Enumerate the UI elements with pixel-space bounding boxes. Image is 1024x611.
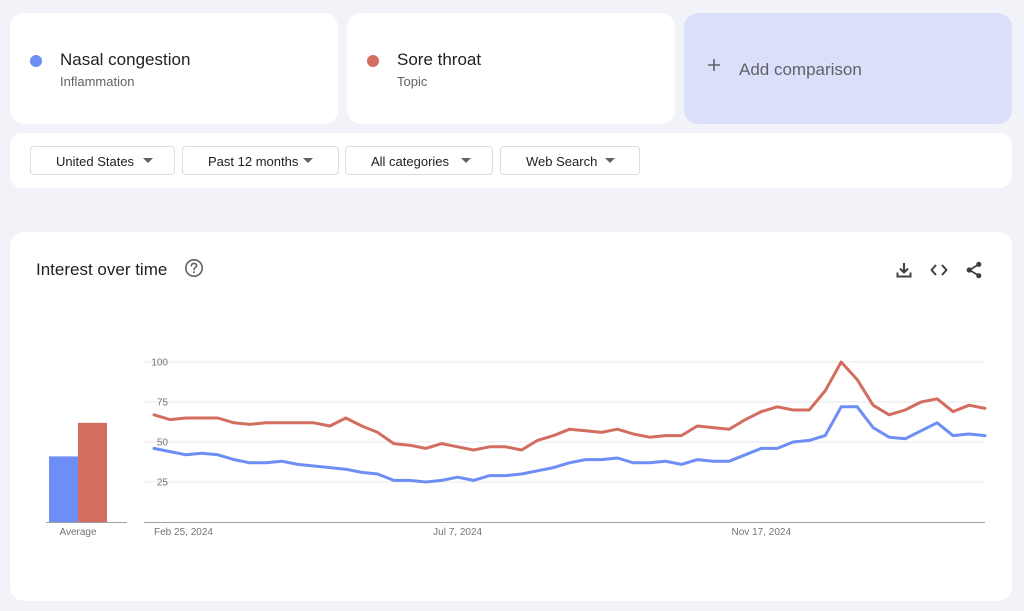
term-color-dot — [367, 55, 379, 67]
panel-title: Interest over time — [36, 260, 168, 279]
line-chart — [152, 360, 987, 484]
term-name: Sore throat — [397, 50, 482, 69]
y-tick-label: 100 — [151, 358, 168, 369]
average-bar-chart: Average — [46, 422, 127, 538]
term-type: Topic — [397, 74, 428, 89]
add-comparison-button[interactable]: Add comparison — [684, 13, 1012, 124]
time-range-filter-dropdown[interactable]: Past 12 months — [182, 146, 339, 175]
x-tick-label: Jul 7, 2024 — [433, 527, 482, 538]
average-bar-label: Average — [59, 527, 97, 538]
caret-down-icon — [143, 158, 153, 163]
x-tick-label: Feb 25, 2024 — [154, 527, 213, 538]
add-comparison-label: Add comparison — [739, 60, 862, 79]
term-type: Inflammation — [60, 74, 135, 89]
term-card-sore-throat[interactable]: Sore throat Topic — [347, 13, 675, 124]
category-filter-dropdown[interactable]: All categories — [345, 146, 493, 175]
interest-over-time-panel: Interest over time Average 25 50 75 100 Feb … — [10, 232, 1012, 601]
caret-down-icon — [461, 158, 471, 163]
filter-label: Web Search — [526, 154, 598, 169]
average-bar — [49, 456, 78, 522]
term-card-nasal-congestion[interactable]: Nasal congestion Inflammation — [10, 13, 338, 124]
filter-label: All categories — [371, 154, 450, 169]
filter-bar: United States Past 12 months All categor… — [10, 133, 1012, 188]
filter-label: United States — [56, 154, 135, 169]
term-color-dot — [30, 55, 42, 67]
gridlines: 25 50 75 100 Feb 25, 2024 Jul 7, 2024 Nov 17, … — [144, 358, 985, 538]
chart-area: Average 25 50 75 100 Feb 25, 2024 Jul 7, 2024… — [46, 358, 987, 538]
y-tick-label: 25 — [157, 478, 169, 489]
term-name: Nasal congestion — [60, 50, 191, 69]
search-type-filter-dropdown[interactable]: Web Search — [500, 146, 640, 175]
embed-code-icon[interactable] — [929, 260, 949, 280]
help-icon[interactable] — [184, 258, 204, 278]
y-tick-label: 75 — [157, 398, 169, 409]
series-line-nasal-congestion — [152, 405, 987, 484]
filter-label: Past 12 months — [208, 154, 299, 169]
caret-down-icon — [303, 158, 313, 163]
region-filter-dropdown[interactable]: United States — [30, 146, 175, 175]
share-icon[interactable] — [964, 260, 984, 280]
plus-icon — [708, 59, 720, 71]
average-bar — [78, 422, 107, 522]
y-tick-label: 50 — [157, 438, 169, 449]
caret-down-icon — [605, 158, 615, 163]
download-icon[interactable] — [894, 260, 914, 280]
series-line-sore-throat — [152, 360, 987, 452]
x-tick-label: Nov 17, 2024 — [732, 527, 792, 538]
